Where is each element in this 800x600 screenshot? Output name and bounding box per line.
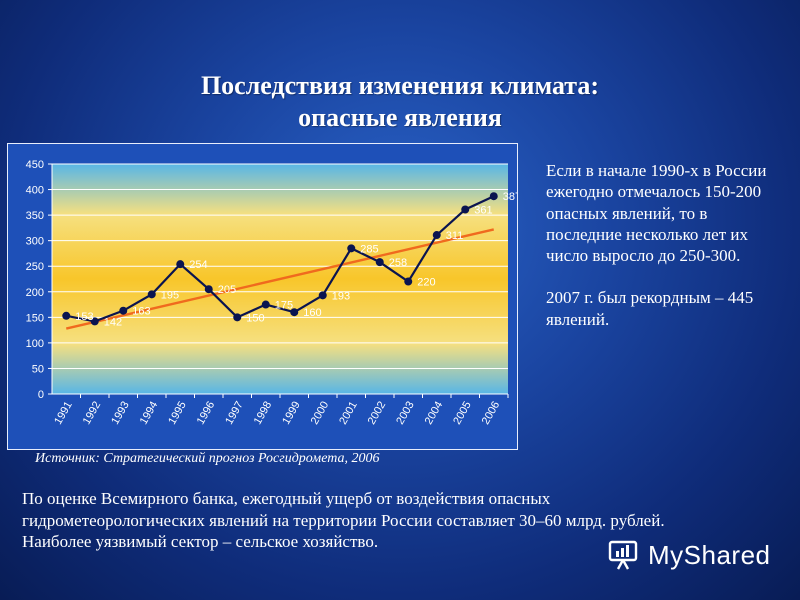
data-point-2002 bbox=[375, 258, 384, 267]
data-label-1999: 160 bbox=[303, 307, 321, 319]
x-tick-label-1991: 1991 bbox=[52, 400, 75, 427]
x-tick-label-1997: 1997 bbox=[223, 400, 246, 427]
data-point-2006 bbox=[489, 192, 498, 201]
y-tick-label-350: 350 bbox=[26, 210, 44, 222]
x-tick-label-2003: 2003 bbox=[394, 400, 417, 427]
data-point-1993 bbox=[119, 306, 128, 315]
x-tick-label-1993: 1993 bbox=[109, 400, 132, 427]
data-label-2002: 258 bbox=[389, 257, 407, 269]
x-tick-label-1999: 1999 bbox=[280, 400, 303, 427]
data-point-2005 bbox=[461, 205, 470, 214]
chart-frame: 0 50 100 150 200 250 300 350 400 450 1991 1992 1993 1… bbox=[7, 143, 518, 450]
line-chart: 0 50 100 150 200 250 300 350 400 450 1991 1992 1993 1… bbox=[26, 159, 517, 427]
x-tick-label-2000: 2000 bbox=[309, 400, 332, 427]
data-label-1995: 254 bbox=[189, 259, 207, 271]
data-label-1993: 163 bbox=[132, 306, 150, 318]
y-tick-label-100: 100 bbox=[26, 338, 44, 350]
data-label-1998: 175 bbox=[275, 300, 293, 312]
data-point-1997 bbox=[233, 313, 242, 322]
side-paragraph-1: Если в начале 1990-х в России ежегодно о… bbox=[546, 161, 767, 266]
series-line bbox=[66, 195, 495, 323]
data-label-2005: 361 bbox=[474, 204, 492, 216]
x-tick-label-2006: 2006 bbox=[480, 400, 503, 427]
data-point-1992 bbox=[90, 317, 99, 326]
trend-line bbox=[65, 228, 495, 330]
y-tick-label-250: 250 bbox=[26, 261, 44, 273]
x-tick-label-1998: 1998 bbox=[252, 400, 275, 427]
logo-text: MyShared bbox=[648, 539, 771, 570]
x-tick-label-2004: 2004 bbox=[423, 400, 446, 427]
chart-source: Источник: Стратегический прогноз Росгидр… bbox=[35, 451, 380, 466]
data-point-1998 bbox=[261, 300, 270, 309]
data-label-1997: 150 bbox=[246, 312, 264, 324]
data-label-2003: 220 bbox=[417, 277, 435, 289]
bottom-line-1: По оценке Всемирного банка, ежегодный ущ… bbox=[22, 489, 551, 508]
bottom-line-3: Наиболее уязвимый сектор – сельское хозя… bbox=[22, 532, 379, 551]
title-line-2: опасные явления bbox=[298, 103, 502, 132]
y-tick-label-400: 400 bbox=[26, 185, 44, 197]
y-tick-label-0: 0 bbox=[38, 389, 44, 401]
data-label-2006: 387 bbox=[503, 191, 517, 203]
side-paragraph-2: 2007 г. был рекордным – 445 явлений. bbox=[546, 288, 754, 329]
bottom-line-2: гидрометеорологических явлений на террит… bbox=[22, 510, 665, 530]
x-tick-label-2002: 2002 bbox=[366, 400, 389, 427]
data-label-1992: 142 bbox=[104, 316, 122, 328]
data-point-2001 bbox=[347, 244, 356, 253]
data-label-1994: 195 bbox=[161, 289, 179, 301]
data-label-1996: 205 bbox=[218, 284, 236, 296]
data-point-1994 bbox=[147, 290, 156, 299]
data-label-1991: 153 bbox=[75, 311, 93, 323]
x-tick-label-1992: 1992 bbox=[81, 400, 104, 427]
bottom-text: По оценке Всемирного банка, ежегодный ущ… bbox=[22, 488, 792, 553]
data-label-2004: 311 bbox=[446, 230, 464, 242]
x-tick-label-2001: 2001 bbox=[337, 400, 360, 427]
title-line-1: Последствия изменения климата: bbox=[200, 71, 600, 100]
data-point-2003 bbox=[404, 277, 413, 286]
data-point-1995 bbox=[176, 260, 185, 269]
y-tick-label-150: 150 bbox=[26, 312, 44, 324]
data-label-2000: 193 bbox=[332, 290, 350, 302]
y-tick-label-200: 200 bbox=[26, 287, 44, 299]
data-point-1996 bbox=[204, 285, 213, 294]
x-tick-label-1996: 1996 bbox=[195, 400, 218, 427]
side-text: Если в начале 1990-х в России ежегодно о… bbox=[546, 160, 774, 351]
y-tick-label-50: 50 bbox=[32, 363, 44, 375]
myshared-logo-icon bbox=[608, 540, 638, 570]
data-point-1999 bbox=[290, 308, 299, 317]
data-label-2001: 285 bbox=[360, 243, 378, 255]
data-point-2000 bbox=[318, 291, 327, 300]
x-tick-label-1995: 1995 bbox=[166, 400, 189, 427]
slide-title: Последствия изменения климата: опасные я… bbox=[0, 70, 800, 134]
y-tick-label-300: 300 bbox=[26, 236, 44, 248]
myshared-logo[interactable]: MyShared bbox=[608, 537, 771, 573]
x-tick-label-2005: 2005 bbox=[451, 400, 474, 427]
data-point-2004 bbox=[432, 231, 441, 240]
y-tick-label-450: 450 bbox=[26, 159, 44, 171]
data-point-1991 bbox=[62, 311, 71, 320]
x-tick-label-1994: 1994 bbox=[138, 400, 161, 427]
